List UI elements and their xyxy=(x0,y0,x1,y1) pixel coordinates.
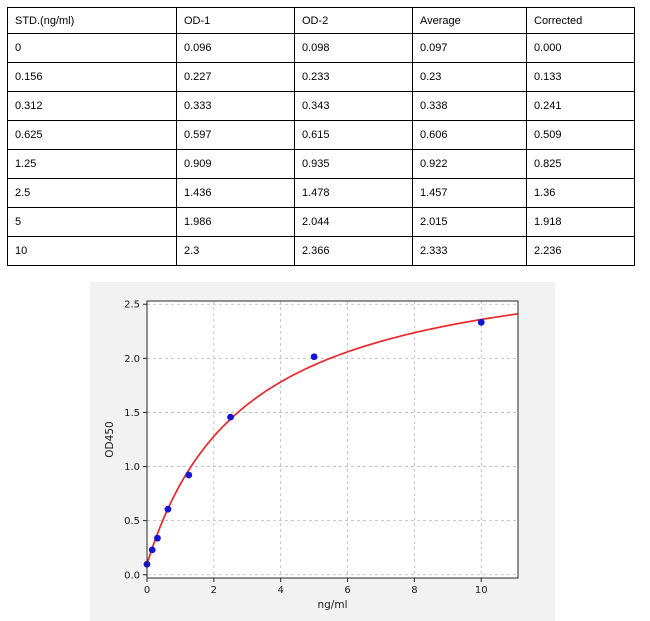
table-cell: 2.366 xyxy=(294,236,413,266)
table-header-cell: Average xyxy=(412,7,527,34)
data-point xyxy=(227,413,234,421)
x-axis-label: ng/ml xyxy=(317,599,347,611)
table-cell: 0.909 xyxy=(176,149,295,179)
table-cell: 0.133 xyxy=(526,62,635,92)
table-cell: 0.23 xyxy=(412,62,527,92)
table-cell: 1.986 xyxy=(176,207,295,237)
y-axis-tick-label: 1.5 xyxy=(124,408,140,419)
table-cell: 0.343 xyxy=(294,91,413,121)
table-header-cell: STD.(ng/ml) xyxy=(7,7,177,34)
table-row: 5 1.986 2.044 2.015 1.918 xyxy=(7,207,635,237)
table-row: 0.156 0.227 0.233 0.23 0.133 xyxy=(7,62,635,92)
table-cell: 2.236 xyxy=(526,236,635,266)
table-cell: 1.478 xyxy=(294,178,413,208)
table-header-cell: OD-1 xyxy=(176,7,295,34)
table-cell: 0.000 xyxy=(526,33,635,63)
plot-area xyxy=(147,301,518,578)
table-cell: 2.3 xyxy=(176,236,295,266)
table-cell: 0.935 xyxy=(294,149,413,179)
standard-curve-chart: 0 2 4 6 8 10 0.0 0.5 1.0 1.5 2.0 2.5 ng/ml OD450 xyxy=(90,282,555,621)
table-row: 0 0.096 0.098 0.097 0.000 xyxy=(7,33,635,63)
y-axis-label: OD450 xyxy=(104,421,116,457)
x-axis-tick-label: 4 xyxy=(278,585,284,596)
table-cell: 10 xyxy=(7,236,177,266)
x-axis-tick-label: 0 xyxy=(144,585,150,596)
table-cell: 0.241 xyxy=(526,91,635,121)
y-axis-tick-label: 0.0 xyxy=(124,570,140,581)
x-axis-tick-label: 6 xyxy=(344,585,350,596)
x-axis-tick-label: 2 xyxy=(211,585,217,596)
table-cell: 2.015 xyxy=(412,207,527,237)
y-axis-tick-label: 1.0 xyxy=(124,462,140,473)
table-cell: 2.5 xyxy=(7,178,177,208)
data-point xyxy=(185,471,193,479)
data-point xyxy=(148,546,156,554)
table-cell: 5 xyxy=(7,207,177,237)
table-cell: 2.333 xyxy=(412,236,527,266)
table-row: 2.5 1.436 1.478 1.457 1.36 xyxy=(7,178,635,208)
table-cell: 0.096 xyxy=(176,33,295,63)
standard-curve-figure: 0 2 4 6 8 10 0.0 0.5 1.0 1.5 2.0 2.5 ng/ml OD450 xyxy=(90,282,555,621)
table-row: 0.625 0.597 0.615 0.606 0.509 xyxy=(7,120,635,150)
table-cell: 0.312 xyxy=(7,91,177,121)
table-cell: 0.227 xyxy=(176,62,295,92)
data-point xyxy=(164,505,172,513)
table-cell: 0.097 xyxy=(412,33,527,63)
table-cell: 1.457 xyxy=(412,178,527,208)
x-axis-tick-label: 8 xyxy=(411,585,417,596)
plot-border xyxy=(146,300,519,579)
table-row: 1.25 0.909 0.935 0.922 0.825 xyxy=(7,149,635,179)
table-body: 0 0.096 0.098 0.097 0.000 0.156 0.227 0.233 0.23… xyxy=(7,33,635,266)
table-cell: 1.918 xyxy=(526,207,635,237)
table-header-cell: OD-2 xyxy=(294,7,413,34)
table-cell: 2.044 xyxy=(294,207,413,237)
fit-curve xyxy=(146,312,519,565)
table-cell: 0.597 xyxy=(176,120,295,150)
y-axis-tick-label: 2.0 xyxy=(124,354,140,365)
data-point xyxy=(154,534,161,542)
standards-table: STD.(ng/ml) OD-1 OD-2 Average Corrected 0 0.0… xyxy=(7,7,635,266)
table-cell: 0.825 xyxy=(526,149,635,179)
table-cell: 0.509 xyxy=(526,120,635,150)
table-cell: 0.606 xyxy=(412,120,527,150)
y-axis-tick-label: 0.5 xyxy=(124,516,140,527)
table-header-cell: Corrected xyxy=(526,7,635,34)
y-axis-tick-label: 2.5 xyxy=(124,300,140,311)
data-point xyxy=(310,353,318,361)
table-cell: 1.25 xyxy=(7,149,177,179)
table-cell: 0.156 xyxy=(7,62,177,92)
table-cell: 0.233 xyxy=(294,62,413,92)
table-cell: 1.436 xyxy=(176,178,295,208)
table-cell: 1.36 xyxy=(526,178,635,208)
table-cell: 0.922 xyxy=(412,149,527,179)
table-row: 10 2.3 2.366 2.333 2.236 xyxy=(7,236,635,266)
x-axis-tick-label: 10 xyxy=(475,585,488,596)
data-point xyxy=(477,318,485,326)
table-cell: 0 xyxy=(7,33,177,63)
table-row: 0.312 0.333 0.343 0.338 0.241 xyxy=(7,91,635,121)
table-cell: 0.615 xyxy=(294,120,413,150)
table-cell: 0.333 xyxy=(176,91,295,121)
table-header-row: STD.(ng/ml) OD-1 OD-2 Average Corrected xyxy=(7,7,635,34)
table-cell: 0.098 xyxy=(294,33,413,63)
table-cell: 0.338 xyxy=(412,91,527,121)
table-cell: 0.625 xyxy=(7,120,177,150)
